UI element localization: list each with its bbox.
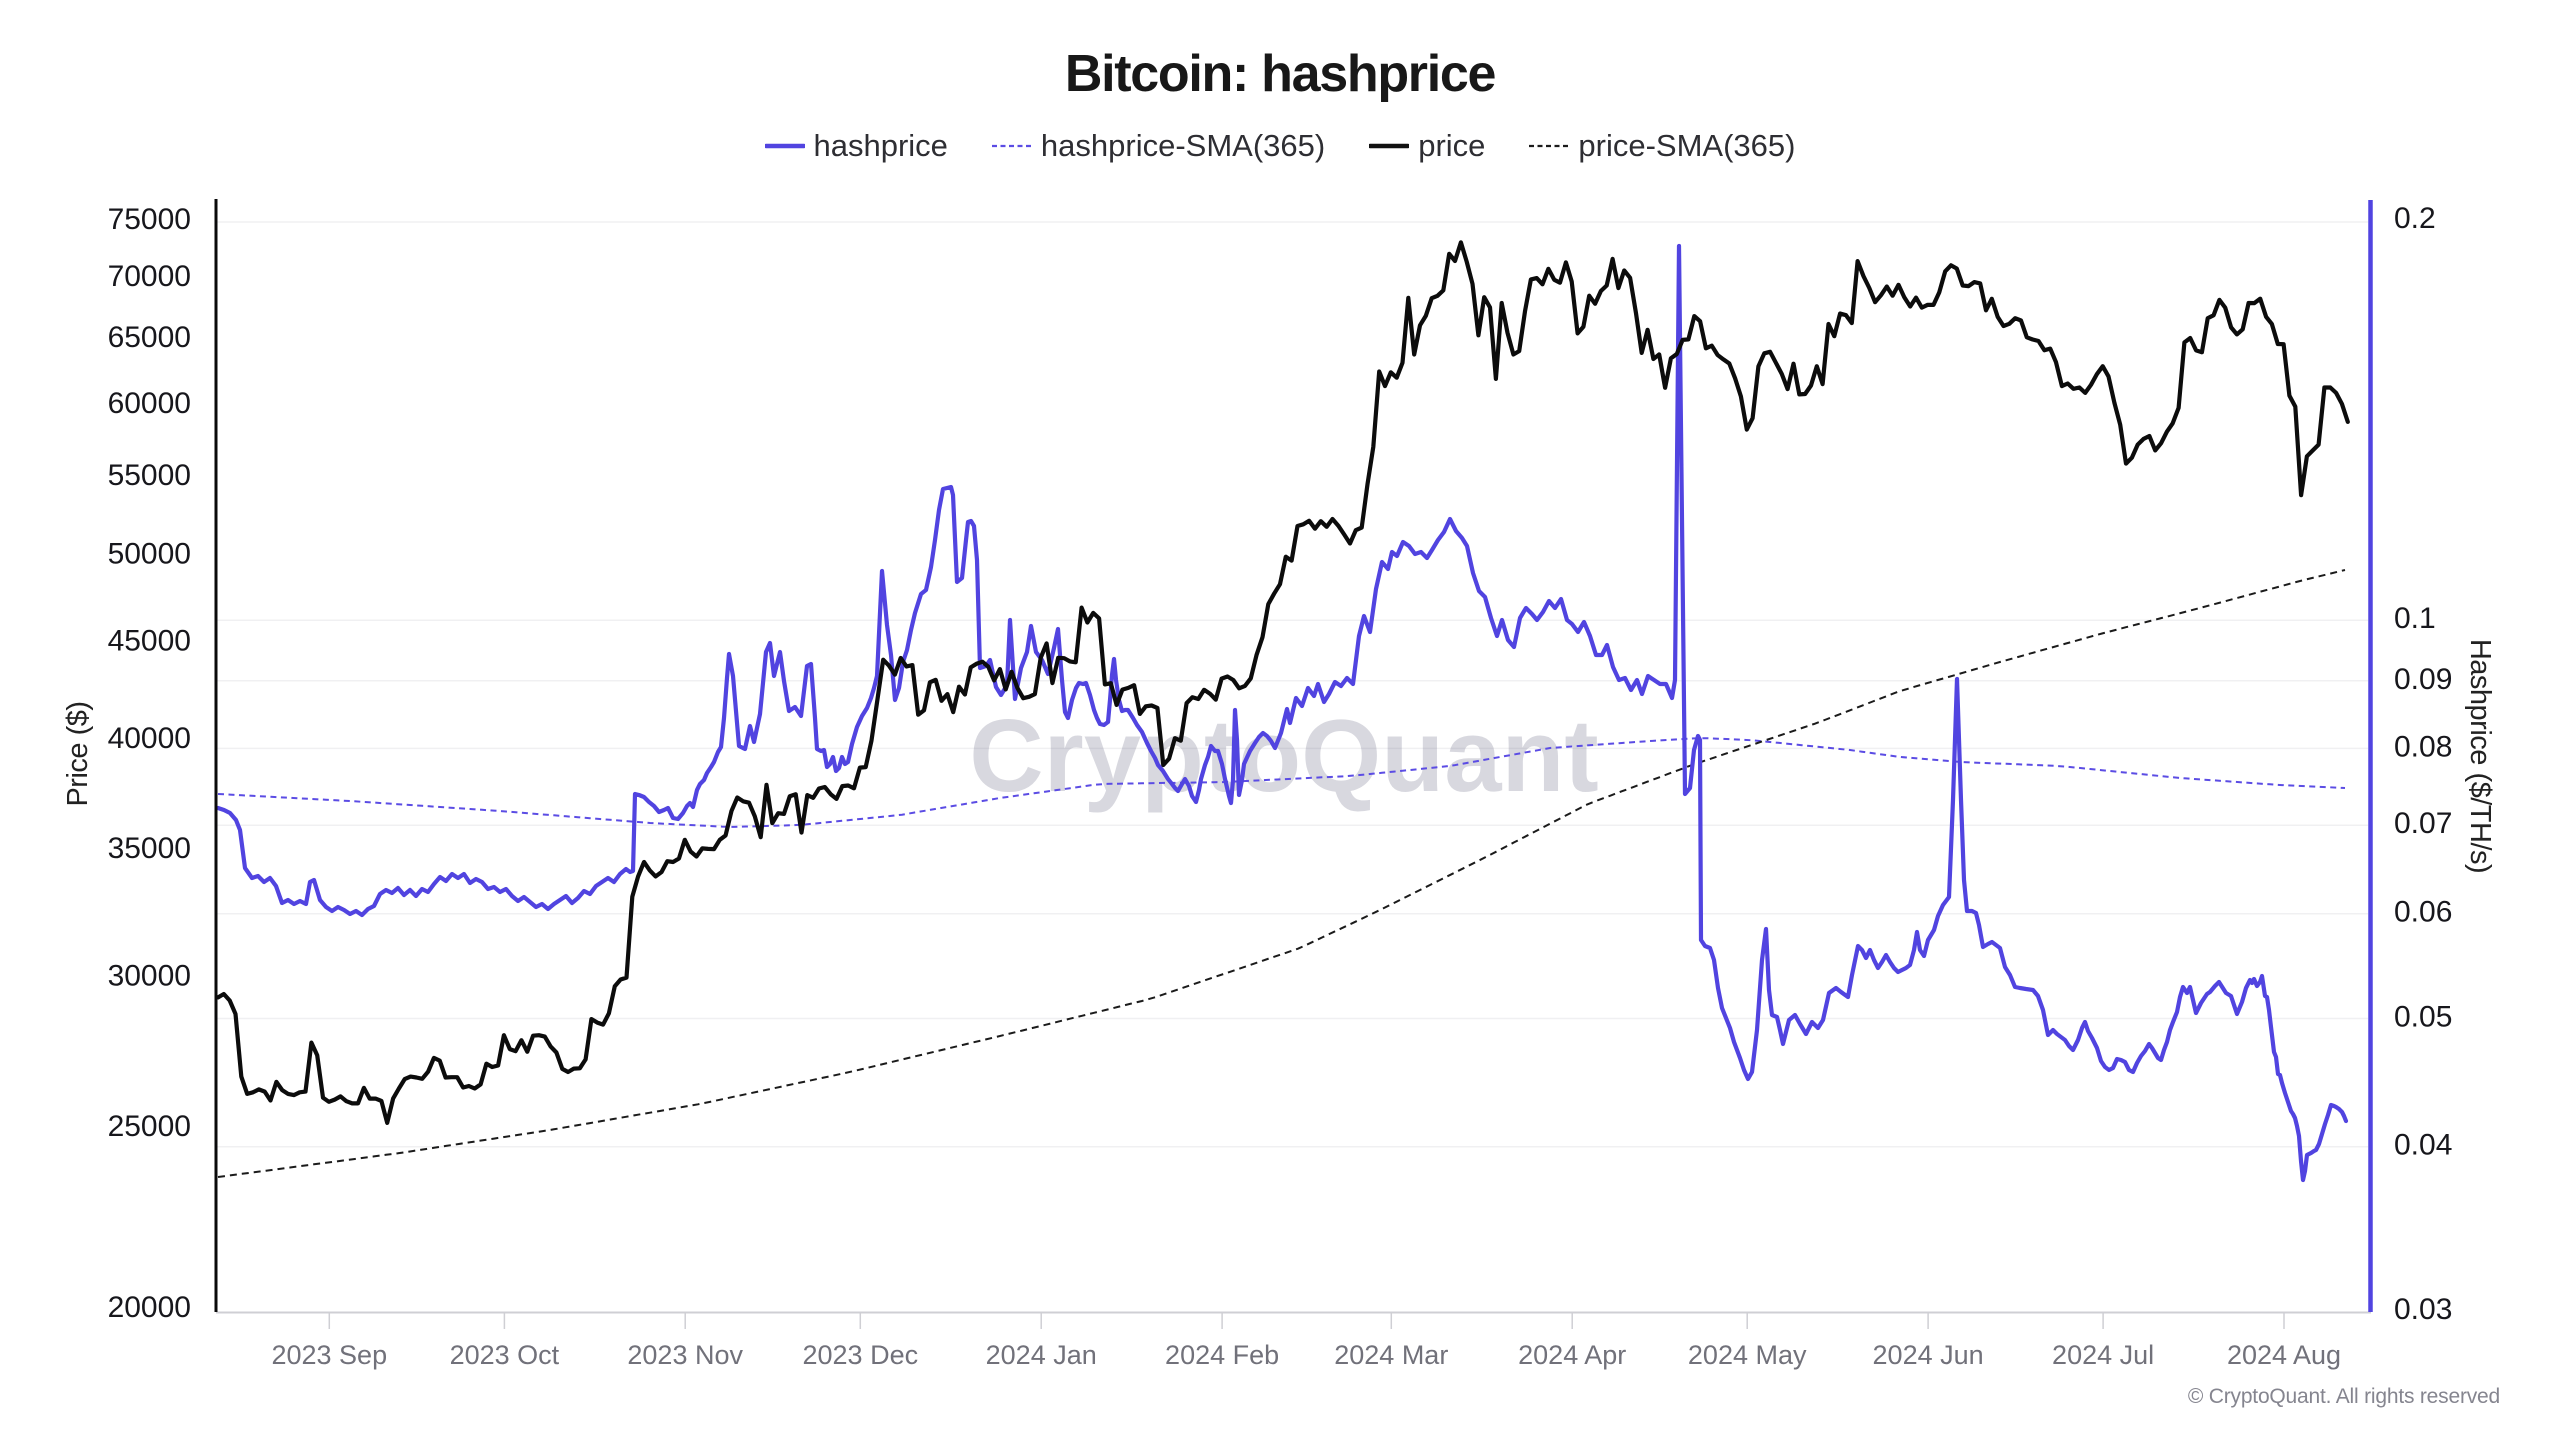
svg-text:© CryptoQuant. All rights rese: © CryptoQuant. All rights reserved	[2188, 1385, 2500, 1408]
svg-text:65000: 65000	[108, 321, 191, 354]
svg-text:0.1: 0.1	[2394, 602, 2436, 635]
svg-text:60000: 60000	[108, 387, 191, 420]
svg-text:70000: 70000	[108, 260, 191, 293]
svg-text:Hashprice ($/TH/s): Hashprice ($/TH/s)	[2464, 639, 2496, 873]
svg-text:2023 Nov: 2023 Nov	[627, 1340, 743, 1370]
svg-text:2024 Aug: 2024 Aug	[2227, 1340, 2341, 1370]
svg-text:2024 Jan: 2024 Jan	[986, 1340, 1097, 1370]
svg-text:2023 Dec: 2023 Dec	[803, 1340, 919, 1370]
svg-text:30000: 30000	[108, 959, 191, 992]
svg-text:2024 Jul: 2024 Jul	[2052, 1340, 2154, 1370]
svg-text:0.05: 0.05	[2394, 1001, 2452, 1034]
svg-text:75000: 75000	[108, 203, 191, 236]
svg-text:2023 Oct: 2023 Oct	[450, 1340, 560, 1370]
svg-text:0.07: 0.07	[2394, 807, 2452, 840]
svg-text:0.2: 0.2	[2394, 202, 2436, 235]
svg-text:2024 Mar: 2024 Mar	[1334, 1340, 1448, 1370]
svg-text:40000: 40000	[108, 722, 191, 755]
svg-text:45000: 45000	[108, 625, 191, 658]
svg-text:2023 Sep: 2023 Sep	[271, 1340, 387, 1370]
svg-text:2024 Apr: 2024 Apr	[1518, 1340, 1626, 1370]
svg-text:0.08: 0.08	[2394, 730, 2452, 763]
svg-text:0.09: 0.09	[2394, 663, 2452, 696]
svg-text:2024 Feb: 2024 Feb	[1165, 1340, 1279, 1370]
svg-text:55000: 55000	[108, 459, 191, 492]
svg-text:0.06: 0.06	[2394, 896, 2452, 929]
svg-text:2024 May: 2024 May	[1688, 1340, 1807, 1370]
svg-text:Price ($): Price ($)	[62, 701, 94, 806]
svg-text:2024 Jun: 2024 Jun	[1873, 1340, 1984, 1370]
svg-text:20000: 20000	[108, 1291, 191, 1324]
svg-text:50000: 50000	[108, 538, 191, 571]
svg-text:0.04: 0.04	[2394, 1129, 2452, 1162]
svg-text:25000: 25000	[108, 1110, 191, 1143]
svg-text:0.03: 0.03	[2394, 1293, 2452, 1326]
svg-text:35000: 35000	[108, 832, 191, 865]
